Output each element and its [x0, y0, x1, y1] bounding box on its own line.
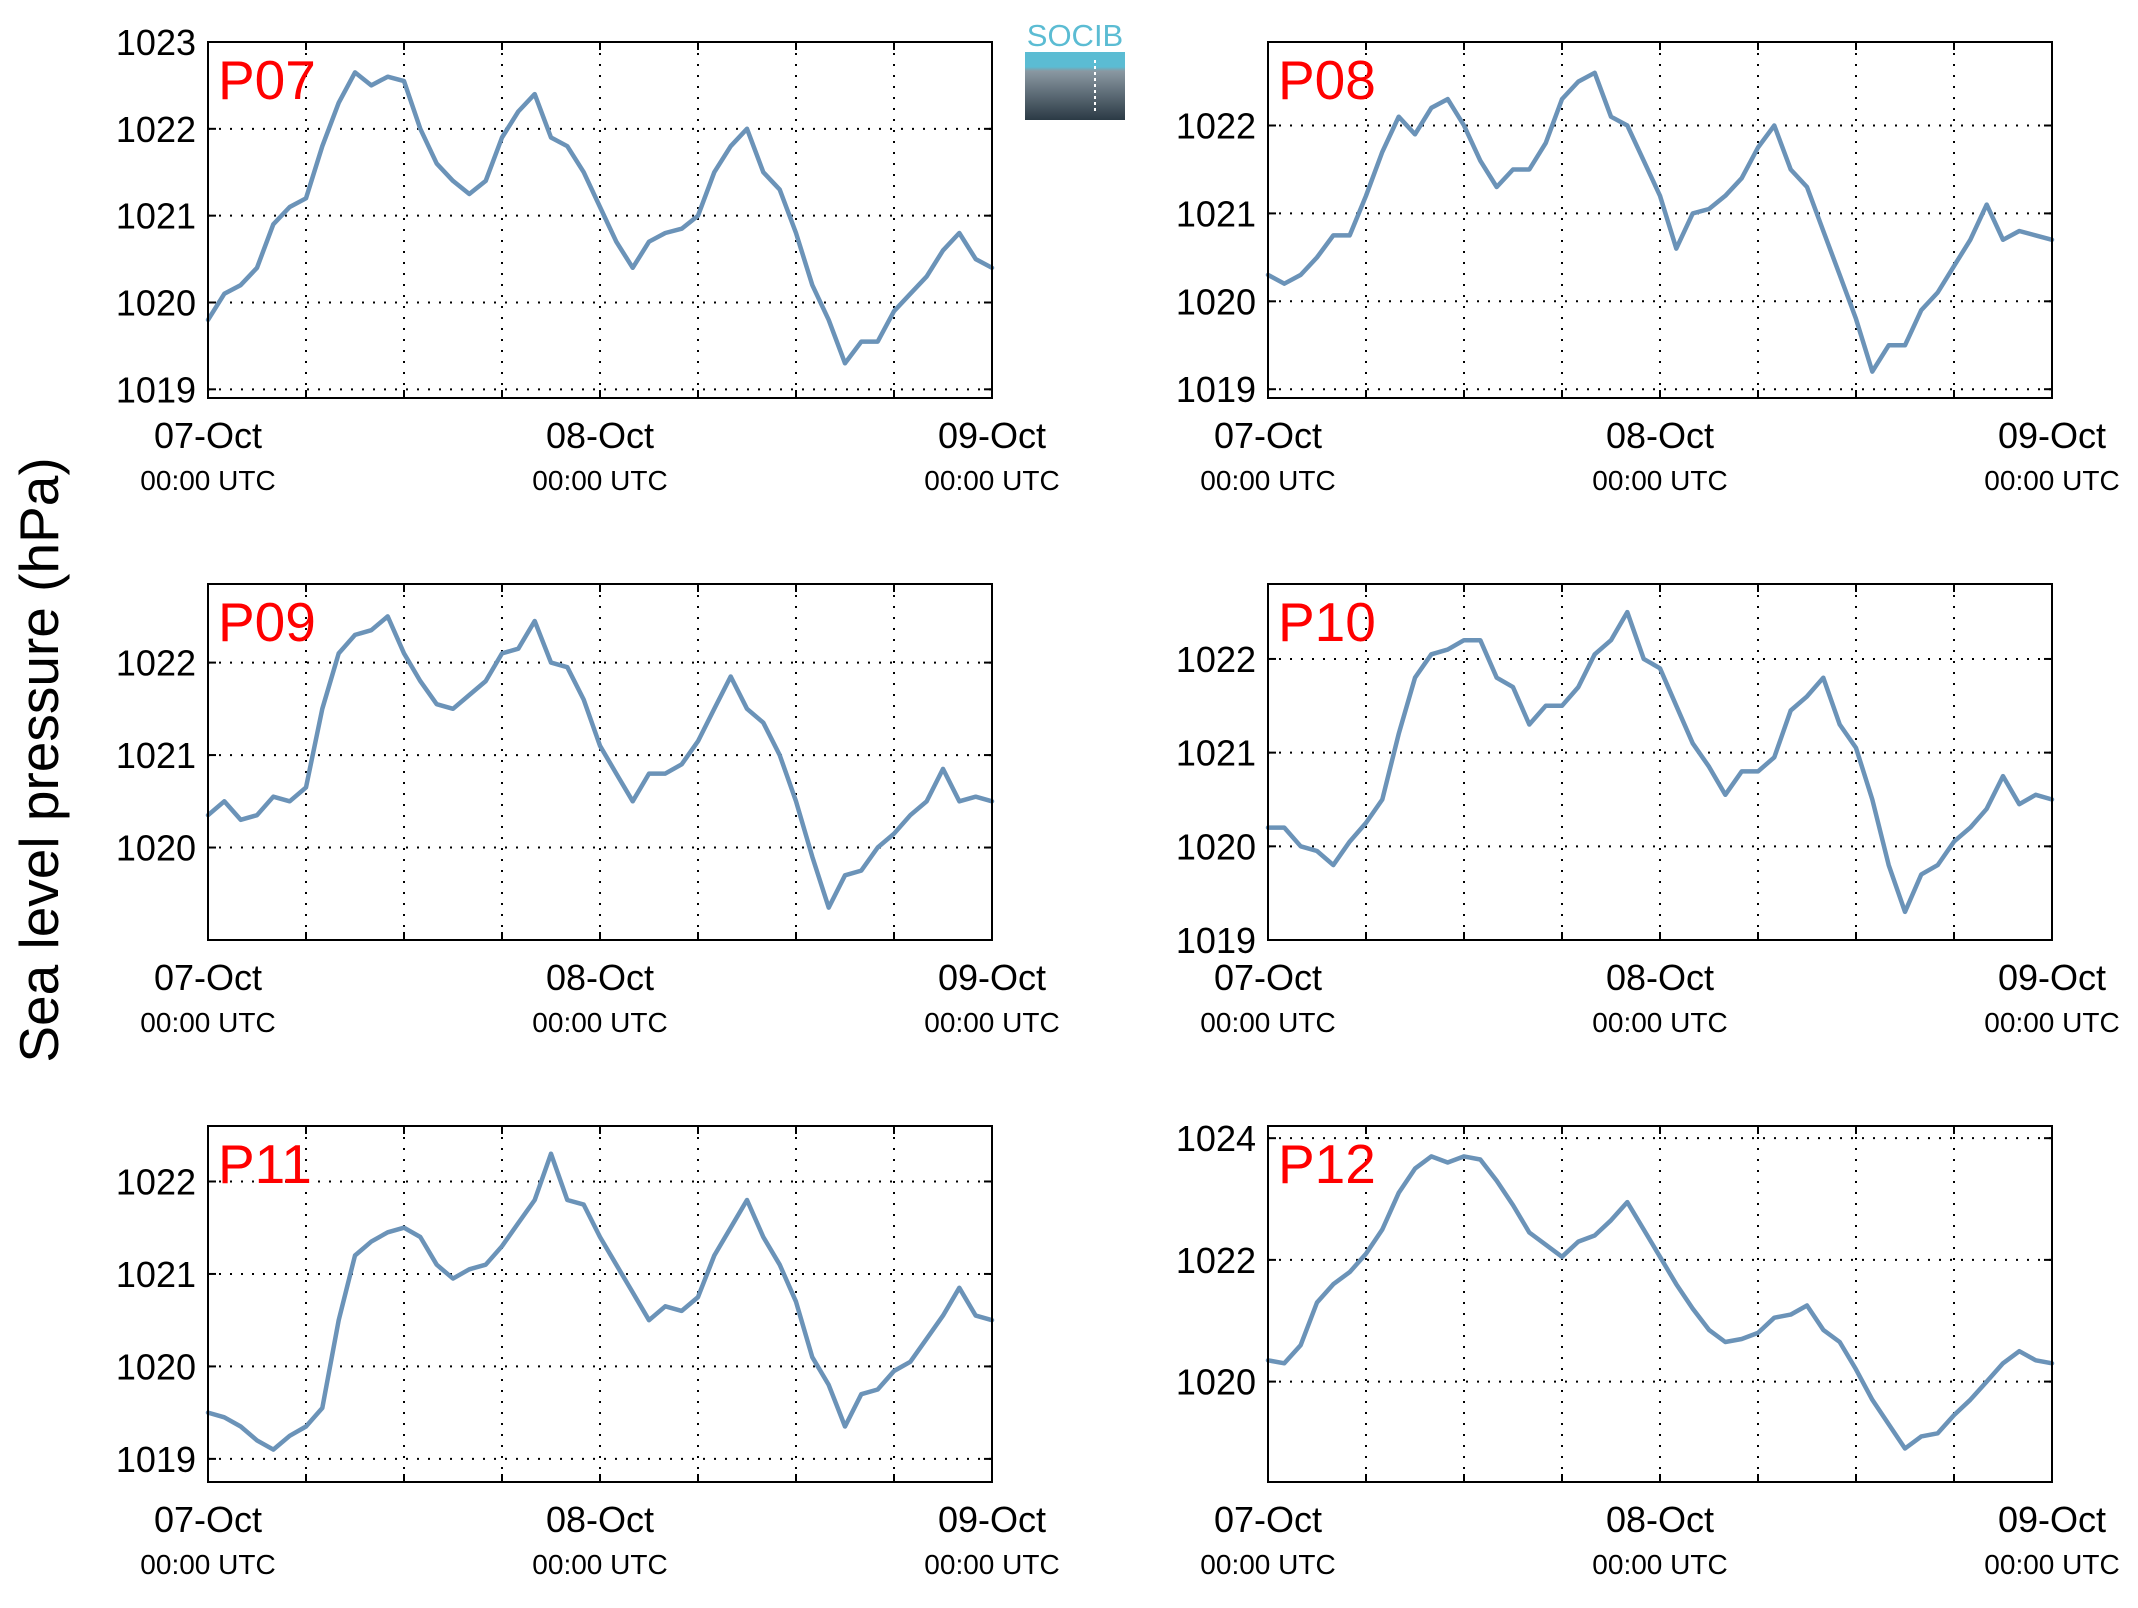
- axes-frame: [1267, 583, 2053, 941]
- y-tick-label: 1020: [116, 1346, 196, 1387]
- x-tick-sublabel: 00:00 UTC: [924, 465, 1059, 496]
- x-tick-label: 07-Oct: [154, 1499, 262, 1540]
- chart-panel-p08: 1019 1020 1021 1022 07-Oct 00:00 UTC 08-Oct 00:…: [1176, 41, 2120, 496]
- y-tick-label: 1024: [1176, 1118, 1256, 1159]
- x-tick-label: 08-Oct: [546, 1499, 654, 1540]
- x-tick-label: 09-Oct: [938, 957, 1046, 998]
- y-tick-label: 1022: [116, 1161, 196, 1202]
- y-tick-label: 1020: [1176, 826, 1256, 867]
- x-tick-sublabel: 00:00 UTC: [1200, 1007, 1335, 1038]
- series-line: [1265, 1154, 2055, 1451]
- y-axis-label: Sea level pressure (hPa): [8, 457, 70, 1062]
- x-tick-sublabel: 00:00 UTC: [1984, 465, 2119, 496]
- y-tick-label: 1022: [1176, 639, 1256, 680]
- x-tick-label: 09-Oct: [938, 415, 1046, 456]
- panel-label: P08: [1278, 49, 1376, 111]
- y-tick-label: 1020: [116, 828, 196, 869]
- y-tick-label: 1020: [1176, 1362, 1256, 1403]
- x-tick-sublabel: 00:00 UTC: [924, 1549, 1059, 1580]
- series-line: [205, 70, 995, 366]
- y-tick-label: 1022: [116, 109, 196, 150]
- series-line: [1265, 70, 2055, 374]
- x-tick-sublabel: 00:00 UTC: [140, 1007, 275, 1038]
- x-tick-sublabel: 00:00 UTC: [140, 465, 275, 496]
- axes-frame: [207, 583, 993, 941]
- axes-frame: [207, 1125, 993, 1483]
- x-tick-sublabel: 00:00 UTC: [1984, 1549, 2119, 1580]
- y-tick-label: 1019: [1176, 920, 1256, 961]
- x-tick-sublabel: 00:00 UTC: [532, 465, 667, 496]
- x-tick-label: 09-Oct: [1998, 415, 2106, 456]
- x-tick-sublabel: 00:00 UTC: [1984, 1007, 2119, 1038]
- x-tick-label: 08-Oct: [1606, 1499, 1714, 1540]
- x-tick-label: 07-Oct: [1214, 415, 1322, 456]
- y-tick-label: 1019: [116, 1439, 196, 1480]
- x-tick-label: 08-Oct: [1606, 415, 1714, 456]
- x-tick-sublabel: 00:00 UTC: [924, 1007, 1059, 1038]
- x-tick-label: 08-Oct: [1606, 957, 1714, 998]
- chart-panel-p07: 1019 1020 1021 1022 1023 07-Oct 00:00 UTC 08-Oc…: [116, 22, 1060, 496]
- chart-panel-p09: 1020 1021 1022 07-Oct 00:00 UTC 08-Oct 00:00 U…: [116, 583, 1060, 1038]
- y-tick-label: 1023: [116, 22, 196, 63]
- y-tick-label: 1022: [1176, 1240, 1256, 1281]
- x-tick-label: 09-Oct: [1998, 957, 2106, 998]
- panel-label: P10: [1278, 591, 1376, 653]
- x-tick-sublabel: 00:00 UTC: [1592, 1549, 1727, 1580]
- x-tick-label: 07-Oct: [1214, 1499, 1322, 1540]
- x-tick-label: 07-Oct: [1214, 957, 1322, 998]
- series-line: [1265, 609, 2055, 915]
- y-tick-label: 1021: [116, 735, 196, 776]
- y-tick-label: 1022: [1176, 106, 1256, 147]
- x-tick-sublabel: 00:00 UTC: [1200, 1549, 1335, 1580]
- y-tick-label: 1020: [116, 282, 196, 323]
- panel-label: P07: [218, 49, 316, 111]
- chart-panel-p11: 1019 1020 1021 1022 07-Oct 00:00 UTC 08-Oct 00:…: [116, 1125, 1060, 1580]
- y-tick-label: 1022: [116, 643, 196, 684]
- chart-panel-p10: 1019 1020 1021 1022 07-Oct 00:00 UTC 08-Oct 00:…: [1176, 583, 2120, 1038]
- y-tick-label: 1021: [1176, 193, 1256, 234]
- axes-frame: [1267, 1125, 2053, 1483]
- chart-panel-p12: 1020 1022 1024 07-Oct 00:00 UTC 08-Oct 00:00 U…: [1176, 1118, 2120, 1580]
- x-tick-label: 07-Oct: [154, 957, 262, 998]
- x-tick-label: 08-Oct: [546, 957, 654, 998]
- chart-panels: 1019 1020 1021 1022 1023 07-Oct 00:00 UTC 08-Oc…: [116, 22, 2120, 1580]
- x-tick-label: 09-Oct: [1998, 1499, 2106, 1540]
- y-tick-label: 1021: [116, 196, 196, 237]
- x-tick-sublabel: 00:00 UTC: [532, 1549, 667, 1580]
- socib-logo: SOCIB: [1025, 18, 1125, 120]
- x-tick-sublabel: 00:00 UTC: [1592, 1007, 1727, 1038]
- series-line: [205, 1151, 995, 1452]
- logo-block: [1025, 52, 1125, 120]
- panel-label: P09: [218, 591, 316, 653]
- x-tick-sublabel: 00:00 UTC: [1592, 465, 1727, 496]
- x-tick-label: 08-Oct: [546, 415, 654, 456]
- x-tick-label: 09-Oct: [938, 1499, 1046, 1540]
- logo-text: SOCIB: [1027, 18, 1123, 53]
- y-tick-label: 1021: [1176, 733, 1256, 774]
- series-line: [205, 614, 995, 910]
- x-tick-sublabel: 00:00 UTC: [532, 1007, 667, 1038]
- x-tick-sublabel: 00:00 UTC: [1200, 465, 1335, 496]
- y-tick-label: 1021: [116, 1254, 196, 1295]
- y-tick-label: 1019: [116, 369, 196, 410]
- axes-frame: [1267, 41, 2053, 399]
- axes-frame: [207, 41, 993, 399]
- x-tick-label: 07-Oct: [154, 415, 262, 456]
- panel-label: P12: [1278, 1133, 1376, 1195]
- x-tick-sublabel: 00:00 UTC: [140, 1549, 275, 1580]
- y-tick-label: 1020: [1176, 281, 1256, 322]
- y-tick-label: 1019: [1176, 369, 1256, 410]
- panel-label: P11: [218, 1133, 312, 1195]
